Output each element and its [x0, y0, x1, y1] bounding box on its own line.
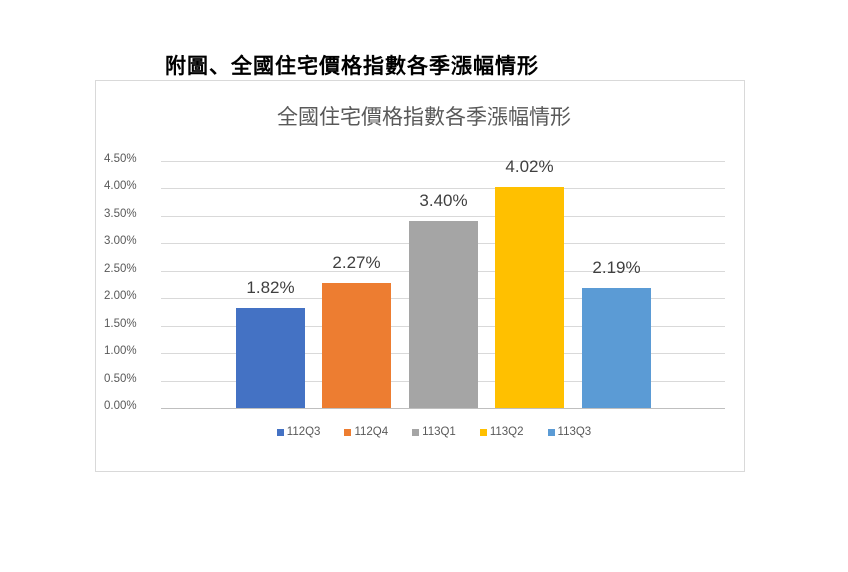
bar-112q3: [236, 308, 305, 408]
y-tick-label: 3.00%: [104, 235, 137, 247]
y-tick-label: 0.50%: [104, 373, 137, 385]
bar-value-label: 2.27%: [332, 253, 381, 272]
y-tick-label: 4.00%: [104, 180, 137, 192]
gridline: [161, 188, 725, 189]
legend-label: 113Q1: [422, 426, 456, 438]
gridline: [161, 216, 725, 217]
y-tick-label: 4.50%: [104, 153, 137, 165]
y-tick-label: 0.00%: [104, 400, 137, 412]
gridline: [161, 161, 725, 162]
bar-value-label: 4.02%: [505, 157, 554, 176]
legend-item: 112Q4: [344, 426, 388, 438]
legend-swatch-icon: [412, 428, 420, 436]
document-caption: 附圖、全國住宅價格指數各季漲幅情形: [165, 53, 539, 78]
bar-113q3: [582, 288, 651, 408]
y-tick-label: 2.50%: [104, 263, 137, 275]
legend-swatch-icon: [276, 428, 284, 436]
bar-113q2: [495, 187, 564, 408]
x-axis-line: [161, 408, 725, 409]
legend: 112Q3 112Q4 113Q1 113Q2 113Q3: [0, 426, 848, 438]
bar-113q1: [409, 221, 478, 408]
chart-title: 全國住宅價格指數各季漲幅情形: [277, 105, 571, 129]
legend-item: 113Q1: [412, 426, 456, 438]
legend-swatch-icon: [344, 428, 352, 436]
legend-label: 112Q3: [286, 426, 321, 438]
bar-value-label: 2.19%: [592, 258, 641, 277]
legend-item: 113Q2: [479, 426, 524, 438]
legend-label: 112Q4: [354, 426, 389, 438]
y-tick-label: 3.50%: [104, 208, 137, 220]
bar-value-label: 1.82%: [246, 278, 295, 297]
legend-label: 113Q2: [489, 426, 524, 438]
y-tick-label: 1.00%: [104, 345, 137, 357]
legend-item: 112Q3: [276, 426, 321, 438]
y-tick-label: 2.00%: [104, 290, 137, 302]
bar-112q4: [322, 283, 391, 408]
legend-item: 113Q3: [547, 426, 592, 438]
bar-value-label: 3.40%: [419, 191, 468, 210]
legend-swatch-icon: [479, 428, 487, 436]
legend-swatch-icon: [547, 428, 555, 436]
y-tick-label: 1.50%: [104, 318, 137, 330]
legend-label: 113Q3: [557, 426, 592, 438]
